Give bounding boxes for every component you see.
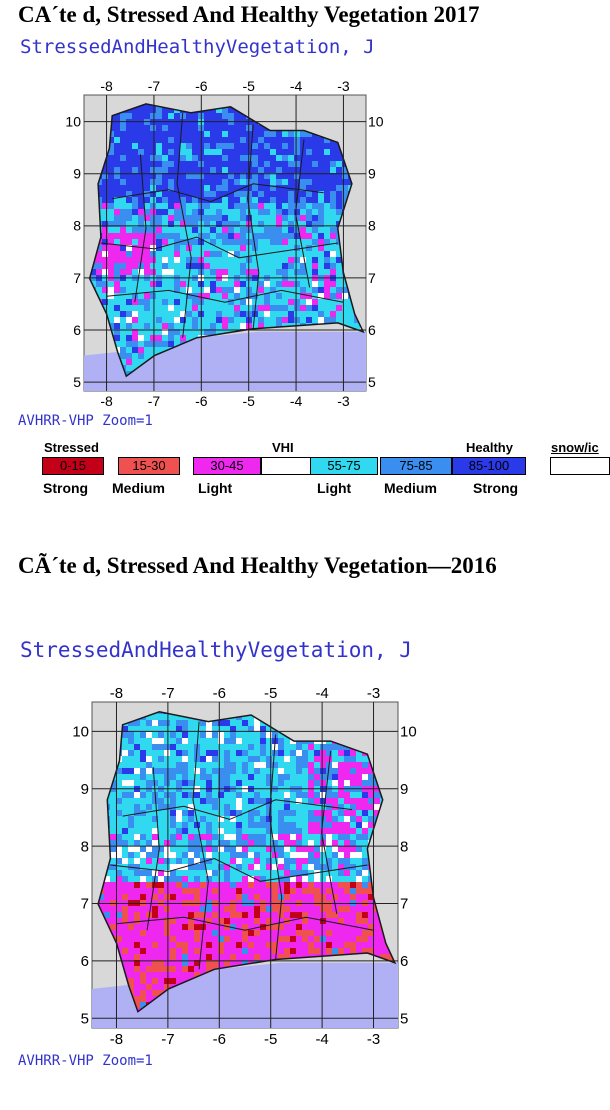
legend-class-75-85: 75-85 bbox=[380, 457, 452, 475]
legend-class-0-15-label: 0-15 bbox=[59, 458, 87, 473]
legend-class-75-85-label: 75-85 bbox=[399, 458, 433, 473]
lon-tick-bottom: -6 bbox=[195, 393, 208, 409]
lon-tick-bottom: -4 bbox=[315, 1031, 328, 1048]
lat-tick-right: 6 bbox=[400, 953, 408, 970]
heading-2017: CA´te d, Stressed And Healthy Vegetation… bbox=[18, 2, 480, 27]
lon-tick-top: -5 bbox=[242, 78, 255, 94]
lon-tick-top: -3 bbox=[337, 78, 350, 94]
lat-lon-grid bbox=[92, 702, 398, 1028]
legend-light-stressed: Light bbox=[198, 480, 233, 496]
lon-tick-bottom: -4 bbox=[290, 393, 303, 409]
lat-tick-right: 8 bbox=[400, 838, 408, 855]
lat-tick-left: 9 bbox=[81, 781, 89, 798]
heading-2016: CÃ´te d, Stressed And Healthy Vegetation… bbox=[18, 553, 497, 578]
lon-tick-top: -4 bbox=[290, 78, 303, 94]
lat-tick-left: 10 bbox=[72, 724, 89, 741]
lat-tick-left: 9 bbox=[73, 166, 81, 182]
country-border bbox=[97, 711, 397, 1013]
admin-boundaries bbox=[110, 721, 374, 970]
lat-tick-left: 7 bbox=[73, 270, 81, 286]
lon-tick-bottom: -7 bbox=[161, 1031, 174, 1048]
admin-boundaries bbox=[100, 112, 344, 338]
lon-tick-bottom: -3 bbox=[367, 1031, 380, 1048]
lon-tick-top: -8 bbox=[100, 78, 113, 94]
lon-tick-top: -4 bbox=[315, 685, 328, 702]
lat-tick-right: 10 bbox=[400, 724, 417, 741]
legend-strong-healthy: Strong bbox=[473, 480, 519, 496]
lat-tick-right: 7 bbox=[368, 270, 376, 286]
lon-tick-bottom: -6 bbox=[213, 1031, 226, 1048]
lon-tick-top: -8 bbox=[110, 685, 123, 702]
lat-lon-grid bbox=[84, 95, 366, 391]
lon-tick-bottom: -5 bbox=[264, 1031, 277, 1048]
lon-tick-top: -5 bbox=[264, 685, 277, 702]
lon-tick-top: -7 bbox=[148, 78, 161, 94]
legend-strong-stressed: Strong bbox=[43, 480, 89, 496]
legend-snow-label: snow/ic bbox=[551, 440, 599, 455]
lon-tick-top: -6 bbox=[213, 685, 226, 702]
lat-tick-left: 6 bbox=[81, 953, 89, 970]
legend-class-30-45-label: 30-45 bbox=[210, 458, 244, 473]
legend-class-85-100-label: 85-100 bbox=[468, 458, 510, 473]
lat-tick-right: 6 bbox=[368, 322, 376, 338]
lat-tick-left: 10 bbox=[65, 114, 81, 130]
legend-class-85-100: 85-100 bbox=[452, 457, 526, 475]
map-title-2016: StressedAndHealthyVegetation, J bbox=[20, 638, 412, 662]
lon-tick-top: -7 bbox=[161, 685, 174, 702]
lon-tick-top: -3 bbox=[367, 685, 380, 702]
legend-class-0-15: 0-15 bbox=[42, 457, 104, 475]
legend-healthy-label: Healthy bbox=[466, 440, 513, 455]
lon-tick-bottom: -8 bbox=[110, 1031, 123, 1048]
vhi-legend: Stressed VHI Healthy snow/ic 0-15 15-30 … bbox=[42, 440, 610, 500]
lat-tick-right: 7 bbox=[400, 896, 408, 913]
vhi-map-2017: -8 -8 -7 -7 -6 -6 -5 -5 -4 -4 -3 -3 10 10 9 9 8 8 7 7 6 6 5 5 bbox=[65, 78, 384, 409]
lat-tick-left: 7 bbox=[81, 896, 89, 913]
legend-medium-healthy: Medium bbox=[384, 480, 437, 496]
map-footer-2016: AVHRR-VHP Zoom=1 bbox=[18, 1053, 153, 1069]
lon-tick-bottom: -5 bbox=[242, 393, 255, 409]
lat-tick-left: 6 bbox=[73, 322, 81, 338]
lat-tick-left: 8 bbox=[73, 218, 81, 234]
sea-area bbox=[92, 962, 398, 1028]
legend-stressed-label: Stressed bbox=[44, 440, 99, 455]
legend-class-15-30: 15-30 bbox=[118, 457, 180, 475]
lat-tick-left: 5 bbox=[73, 374, 81, 390]
map-title-2017: StressedAndHealthyVegetation, J bbox=[20, 36, 375, 58]
legend-class-55-75: 55-75 bbox=[310, 457, 378, 475]
legend-class-30-45: 30-45 bbox=[193, 457, 261, 475]
map-footer-2017: AVHRR-VHP Zoom=1 bbox=[18, 413, 153, 429]
country-border bbox=[88, 103, 365, 378]
legend-snow-box bbox=[550, 457, 610, 475]
legend-class-55-75-label: 55-75 bbox=[327, 458, 361, 473]
lon-tick-top: -6 bbox=[195, 78, 208, 94]
sea-area bbox=[84, 331, 366, 391]
legend-light-healthy: Light bbox=[317, 480, 352, 496]
lat-tick-right: 10 bbox=[368, 114, 384, 130]
lat-tick-right: 9 bbox=[400, 781, 408, 798]
lat-tick-right: 5 bbox=[368, 374, 376, 390]
legend-vhi-label: VHI bbox=[272, 440, 294, 455]
lon-tick-bottom: -3 bbox=[337, 393, 350, 409]
lon-tick-bottom: -8 bbox=[100, 393, 113, 409]
legend-medium-stressed: Medium bbox=[112, 480, 165, 496]
legend-class-15-30-label: 15-30 bbox=[132, 458, 166, 473]
lat-tick-right: 8 bbox=[368, 218, 376, 234]
vhi-map-2016: -8 -8 -7 -7 -6 -6 -5 -5 -4 -4 -3 -3 10 10 9 9 8 8 7 7 6 6 5 5 bbox=[72, 685, 417, 1048]
lat-tick-left: 5 bbox=[81, 1010, 89, 1027]
lon-tick-bottom: -7 bbox=[148, 393, 161, 409]
lat-tick-left: 8 bbox=[81, 838, 89, 855]
lat-tick-right: 5 bbox=[400, 1010, 408, 1027]
lat-tick-right: 9 bbox=[368, 166, 376, 182]
